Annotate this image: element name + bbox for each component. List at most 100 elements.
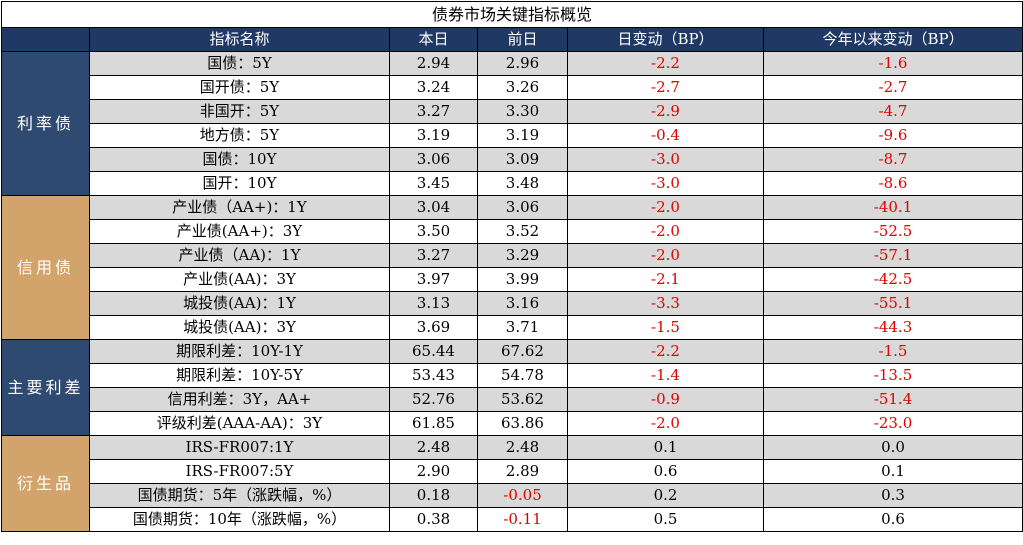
indicator-name: 城投债(AA)：1Y (89, 291, 390, 316)
group-label: 衍生品 (1, 435, 90, 532)
daily-change-bp: 0.1 (567, 435, 764, 460)
previous-value: 63.86 (477, 411, 568, 436)
today-value: 61.85 (389, 411, 478, 436)
ytd-change-bp: 0.3 (762, 483, 1023, 508)
daily-change-bp: -0.4 (567, 123, 764, 148)
indicator-name: 产业债（AA+)：1Y (89, 195, 390, 220)
group-label: 利率债 (1, 51, 90, 196)
today-value: 3.27 (389, 99, 478, 124)
table-row: 产业债（AA)：1Y 3.27 3.29 -2.0 -57.1 (2, 243, 1023, 268)
today-value: 0.38 (389, 507, 478, 532)
indicator-name: 产业债(AA)：3Y (89, 267, 390, 292)
today-value: 3.45 (389, 171, 478, 196)
daily-change-bp: -2.2 (567, 339, 764, 364)
today-value: 65.44 (389, 339, 478, 364)
indicator-name: IRS-FR007:5Y (89, 459, 390, 484)
daily-change-bp: -0.9 (567, 387, 764, 412)
ytd-change-bp: -2.7 (762, 75, 1023, 100)
ytd-change-bp: -23.0 (762, 411, 1023, 436)
daily-change-bp: -3.0 (567, 147, 764, 172)
previous-value: 3.06 (477, 195, 568, 220)
ytd-change-bp: -1.5 (762, 339, 1023, 364)
header-daily-change: 日变动（BP） (567, 27, 764, 52)
today-value: 3.97 (389, 267, 478, 292)
indicator-name: IRS-FR007:1Y (89, 435, 390, 460)
table-row: 城投债(AA)：1Y 3.13 3.16 -3.3 -55.1 (2, 291, 1023, 316)
previous-value: 3.30 (477, 99, 568, 124)
daily-change-bp: -2.2 (567, 51, 764, 76)
today-value: 0.18 (389, 483, 478, 508)
header-row: 指标名称 本日 前日 日变动（BP） 今年以来变动（BP） (1, 27, 1023, 52)
daily-change-bp: 0.6 (567, 459, 764, 484)
indicator-name: 国开：10Y (89, 171, 390, 196)
ytd-change-bp: -1.6 (762, 51, 1023, 76)
header-indicator-name: 指标名称 (89, 27, 390, 52)
table-row: 城投债(AA)：3Y 3.69 3.71 -1.5 -44.3 (2, 315, 1023, 340)
ytd-change-bp: -8.7 (762, 147, 1023, 172)
today-value: 2.94 (389, 51, 478, 76)
previous-value: 67.62 (477, 339, 568, 364)
previous-value: 2.48 (477, 435, 568, 460)
table-row: 评级利差(AAA-AA)：3Y 61.85 63.86 -2.0 -23.0 (2, 411, 1023, 436)
previous-value: 3.26 (477, 75, 568, 100)
today-value: 3.27 (389, 243, 478, 268)
previous-value: 3.99 (477, 267, 568, 292)
daily-change-bp: -1.5 (567, 315, 764, 340)
table-row: 衍生品 IRS-FR007:1Y 2.48 2.48 0.1 0.0 (1, 435, 1023, 532)
ytd-change-bp: -8.6 (762, 171, 1023, 196)
today-value: 3.50 (389, 219, 478, 244)
header-today: 本日 (389, 27, 478, 52)
indicator-name: 国开债：5Y (89, 75, 390, 100)
indicator-name: 国债期货：5年（涨跌幅，%） (89, 483, 390, 508)
today-value: 3.13 (389, 291, 478, 316)
ytd-change-bp: -57.1 (762, 243, 1023, 268)
indicator-name: 评级利差(AAA-AA)：3Y (89, 411, 390, 436)
table-row: 产业债(AA)：3Y 3.97 3.99 -2.1 -42.5 (2, 267, 1023, 292)
table-row: IRS-FR007:5Y 2.90 2.89 0.6 0.1 (2, 459, 1023, 484)
daily-change-bp: 0.2 (567, 483, 764, 508)
table-row: 国债期货：5年（涨跌幅，%） 0.18 -0.05 0.2 0.3 (2, 483, 1023, 508)
indicator-name: 信用利差：3Y，AA+ (89, 387, 390, 412)
previous-value: 2.89 (477, 459, 568, 484)
table-row: 信用债 产业债（AA+)：1Y 3.04 3.06 -2.0 -40.1 (1, 195, 1023, 340)
previous-value: 3.29 (477, 243, 568, 268)
daily-change-bp: -2.7 (567, 75, 764, 100)
ytd-change-bp: -13.5 (762, 363, 1023, 388)
daily-change-bp: -2.0 (567, 219, 764, 244)
table-row: 主要利差 期限利差：10Y-1Y 65.44 67.62 -2.2 -1.5 (1, 339, 1023, 436)
ytd-change-bp: 0.1 (762, 459, 1023, 484)
table-body: 利率债 国债：5Y 2.94 2.96 -2.2 -1.6 国开债：5Y 3.24 3.26 -2… (1, 51, 1023, 532)
indicator-name: 地方债：5Y (89, 123, 390, 148)
table-row: 非国开：5Y 3.27 3.30 -2.9 -4.7 (2, 99, 1023, 124)
today-value: 3.19 (389, 123, 478, 148)
indicator-name: 产业债（AA)：1Y (89, 243, 390, 268)
table-title: 债券市场关键指标概览 (0, 1, 1023, 28)
previous-value: 54.78 (477, 363, 568, 388)
ytd-change-bp: -44.3 (762, 315, 1023, 340)
group-label: 主要利差 (1, 339, 90, 436)
table-row: 产业债(AA+)：3Y 3.50 3.52 -2.0 -52.5 (2, 219, 1023, 244)
bond-market-table: 债券市场关键指标概览 指标名称 本日 前日 日变动（BP） 今年以来变动（BP）… (0, 1, 1023, 532)
group-label: 信用债 (1, 195, 90, 340)
table-row: 国开债：5Y 3.24 3.26 -2.7 -2.7 (2, 75, 1023, 100)
ytd-change-bp: -55.1 (762, 291, 1023, 316)
header-group (1, 27, 90, 52)
ytd-change-bp: -9.6 (762, 123, 1023, 148)
daily-change-bp: -3.0 (567, 171, 764, 196)
ytd-change-bp: -51.4 (762, 387, 1023, 412)
table-row: 地方债：5Y 3.19 3.19 -0.4 -9.6 (2, 123, 1023, 148)
previous-value: -0.11 (477, 507, 568, 532)
ytd-change-bp: -42.5 (762, 267, 1023, 292)
previous-value: 3.09 (477, 147, 568, 172)
daily-change-bp: -2.0 (567, 243, 764, 268)
ytd-change-bp: -40.1 (762, 195, 1023, 220)
ytd-change-bp: 0.6 (762, 507, 1023, 532)
ytd-change-bp: -4.7 (762, 99, 1023, 124)
daily-change-bp: -2.1 (567, 267, 764, 292)
daily-change-bp: -2.9 (567, 99, 764, 124)
today-value: 53.43 (389, 363, 478, 388)
table-row: 国债：10Y 3.06 3.09 -3.0 -8.7 (2, 147, 1023, 172)
today-value: 2.48 (389, 435, 478, 460)
table-row: 利率债 国债：5Y 2.94 2.96 -2.2 -1.6 (1, 51, 1023, 196)
today-value: 3.24 (389, 75, 478, 100)
